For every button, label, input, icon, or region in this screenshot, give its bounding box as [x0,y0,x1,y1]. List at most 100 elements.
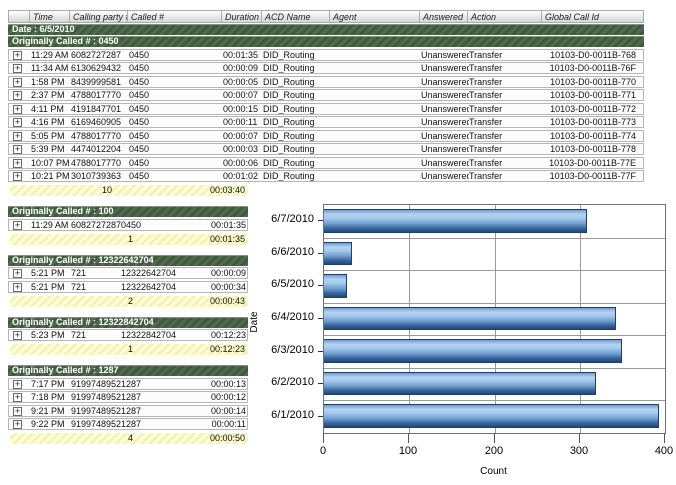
expand-cell: + [9,406,31,416]
expand-cell: + [9,77,31,87]
expand-row-button[interactable]: + [13,90,22,100]
expand-cell: + [9,268,31,278]
cell-gcid: 10103-D0-0011B-774 [550,130,636,141]
summary-call-count: 4 [128,433,134,443]
call-detail-report: Time Calling party # Called # Duration ACD N… [8,10,644,444]
expand-row-button[interactable]: + [13,171,22,181]
call-row: +5:23 PM 721 12322842704 00:12:23 [8,329,248,341]
cell-duration: 00:12:23 [210,330,246,340]
call-row: +11:29 AM 6082727287 0450 00:01:35 DID_Routi… [8,48,644,61]
call-row: +7:18 PM 9199748952 1287 00:00:12 [8,391,248,403]
cell-calling: 6082727287 [71,49,122,60]
expand-row-button[interactable]: + [13,378,22,389]
summary-total-duration: 00:01:35 [209,233,245,244]
call-row: +5:05 PM 4788017770 0450 00:00:07 DID_Routin… [8,129,644,142]
expand-row-button[interactable]: + [13,157,22,168]
expand-row-button[interactable]: + [13,281,22,292]
expand-cell: + [9,50,31,60]
cell-action: Transfer [469,144,503,154]
report-section: Originally Called # : 12322642704 +5:21 P… [8,254,644,307]
expand-cell: + [9,117,31,127]
cell-action: Transfer [469,171,503,181]
count-bar [324,404,660,428]
originally-called-band: Originally Called # : 12322642704 [8,254,248,266]
expand-row-button[interactable]: + [13,144,22,154]
table-header-row: Time Calling party # Called # Duration ACD N… [8,10,644,23]
cell-acd: DID_Routing [263,103,315,114]
expand-row-button[interactable]: + [13,219,22,230]
cell-duration: 00:00:14 [210,405,246,416]
cell-duration: 00:00:03 [223,144,259,154]
summary-total-duration: 00:00:43 [209,295,245,306]
cell-calling: 3010739363 [71,171,122,181]
cell-action: Transfer [469,90,503,100]
expand-cell: + [9,419,31,429]
cell-duration: 00:00:11 [223,117,258,127]
expand-row-button[interactable]: + [13,117,22,127]
cell-acd: DID_Routing [263,49,315,60]
count-bar [324,371,596,396]
expand-row-button[interactable]: + [13,49,22,60]
cell-called: 0450 [129,103,150,114]
cell-calling: 9199748952 [71,392,121,402]
cell-called: 1287 [121,392,142,402]
cell-acd: DID_Routing [263,130,315,141]
cell-called: 0450 [129,130,150,141]
cell-duration: 00:01:35 [210,219,246,230]
header-cell-calling-party-: Calling party # [69,10,128,23]
expand-row-button[interactable]: + [13,392,22,402]
cell-called: 1287 [121,419,142,429]
x-tick-mark [323,433,324,443]
expand-row-button[interactable]: + [13,330,22,340]
y-tick-label: 6/3/2010 [271,343,314,356]
expand-cell: + [9,330,31,340]
expand-row-button[interactable]: + [13,63,22,73]
cell-called: 12322642704 [121,268,177,278]
header-cell-time: Time [29,10,70,23]
cell-action: Transfer [469,76,503,87]
header-cell-answered: Answered [419,10,468,23]
cell-duration: 00:00:06 [223,157,259,168]
header-cell-expand [8,10,30,23]
cell-acd: DID_Routing [263,63,315,73]
count-bar [324,339,622,363]
x-tick-label: 0 [319,445,327,457]
expand-row-button[interactable]: + [13,130,22,141]
expand-row-button[interactable]: + [13,103,22,114]
x-axis-title: Count [480,466,507,477]
cell-calling: 721 [71,268,87,278]
cell-agent [331,158,421,168]
cell-agent [331,144,421,154]
cell-called: 12322642704 [121,281,177,292]
count-bar [324,209,587,233]
cell-duration: 00:00:11 [211,419,246,429]
expand-row-button[interactable]: + [13,76,22,87]
cell-called: 0450 [129,90,150,100]
band-separator-line [324,400,665,401]
expand-row-button[interactable]: + [13,419,22,429]
y-tick-mark [318,416,323,417]
chart-plot-area [323,204,666,434]
report-section: Originally Called # : 100 +11:29 AM 608272… [8,206,644,245]
cell-calling: 6130629432 [71,63,122,73]
cell-calling: 4474012204 [71,144,122,154]
expand-row-button[interactable]: + [13,268,22,278]
cell-answered: Unanswered [421,117,469,127]
cell-action: Transfer [469,130,503,141]
expand-row-button[interactable]: + [13,405,22,416]
cell-answered: Unanswered [421,76,469,87]
expand-cell: + [9,392,31,402]
call-row: +4:11 PM 4191847701 0450 00:00:15 DID_Routin… [8,102,644,115]
band-separator-line [324,270,665,271]
expand-cell: + [9,282,31,292]
cell-time: 10:21 PM [31,171,70,181]
cell-duration: 00:00:12 [210,392,246,402]
expand-cell: + [9,144,31,154]
cell-called: 0450 [129,63,150,73]
expand-cell: + [9,63,31,73]
x-tick-label: 300 [569,445,589,457]
cell-calling: 4788017770 [71,130,122,141]
cell-gcid: 10103-D0-0011B-772 [550,103,636,114]
cell-action: Transfer [469,49,503,60]
count-by-date-chart: Date Count 6/7/2010 6/6/2010 6/5/2010 6/4/2… [249,195,676,485]
